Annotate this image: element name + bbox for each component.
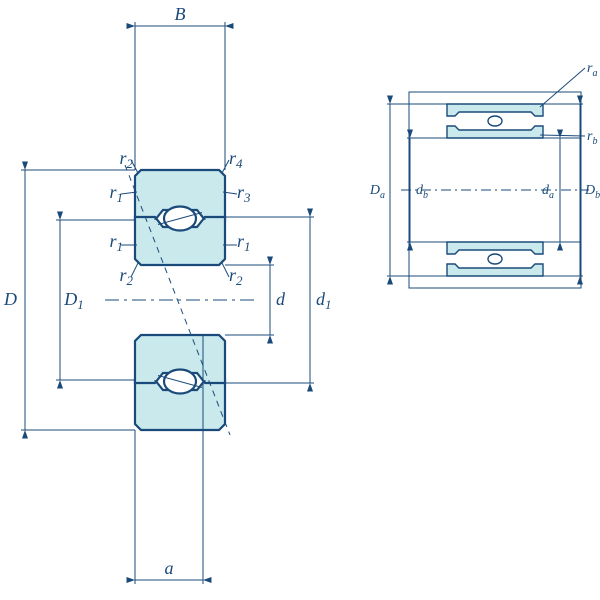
bearing-cross-section-diagram: BaDD1dd1r2r4r1r3r1r1r2r2DadbdaDbrarb xyxy=(0,0,600,600)
lbl-r1-r2: r1 xyxy=(237,231,251,254)
lbl-r2-tl: r2 xyxy=(119,148,133,171)
lbl-r1-l2: r1 xyxy=(109,231,123,254)
dim-D: D xyxy=(3,289,17,309)
dim-Da: Da xyxy=(369,183,385,201)
lbl-r2-br: r2 xyxy=(229,265,243,288)
dim-db: db xyxy=(416,183,428,201)
lbl-r4-tr: r4 xyxy=(229,148,243,171)
dim-a: a xyxy=(165,558,174,578)
lbl-r3-r: r3 xyxy=(237,182,251,205)
lbl-ra: ra xyxy=(587,61,597,79)
lbl-rb: rb xyxy=(587,129,597,147)
dim-B: B xyxy=(175,4,186,24)
dim-d: d xyxy=(276,289,286,309)
dim-Db: Db xyxy=(584,183,600,201)
dim-D1: D1 xyxy=(63,289,84,312)
dim-d1: d1 xyxy=(316,289,332,312)
dim-da: da xyxy=(542,183,554,201)
